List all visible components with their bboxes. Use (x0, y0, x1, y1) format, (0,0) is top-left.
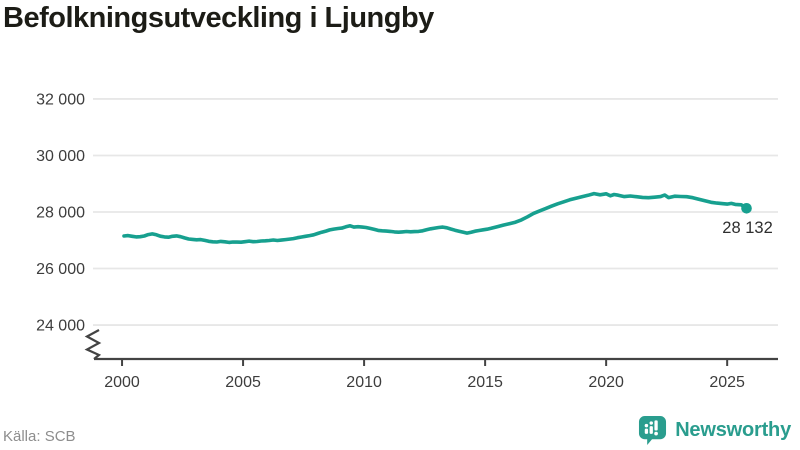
y-axis-label: 32 000 (36, 91, 85, 108)
newsworthy-wordmark: Newsworthy (675, 418, 791, 441)
y-axis-label: 30 000 (36, 148, 85, 165)
x-axis-label: 2020 (588, 374, 624, 391)
x-axis-label: 2005 (225, 374, 261, 391)
x-axis-label: 2010 (346, 374, 382, 391)
newsworthy-bubble-chart-icon (639, 415, 667, 445)
x-axis-label: 2000 (104, 374, 140, 391)
x-axis-label: 2025 (709, 374, 745, 391)
y-axis-label: 28 000 (36, 205, 85, 222)
y-axis-label: 26 000 (36, 261, 85, 278)
y-axis-label: 24 000 (36, 318, 85, 335)
y-axis-break-icon (84, 329, 102, 360)
x-axis-label: 2015 (467, 374, 503, 391)
chart-title: Befolkningsutveckling i Ljungby (3, 2, 434, 34)
last-value-label: 28 132 (722, 219, 772, 237)
last-point-marker (741, 202, 752, 214)
population-line (122, 191, 749, 245)
source-note: Källa: SCB (3, 428, 76, 445)
newsworthy-logo[interactable]: Newsworthy (638, 413, 791, 447)
